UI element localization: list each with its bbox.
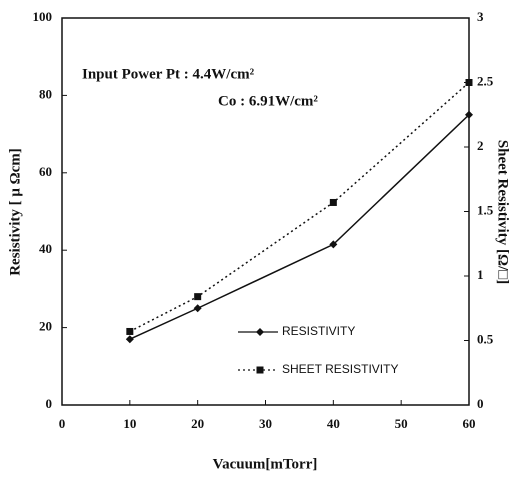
marker — [194, 293, 202, 301]
y2-tick-label: 0 — [477, 396, 484, 411]
marker — [126, 327, 134, 335]
x-tick-label: 20 — [191, 416, 204, 431]
marker — [193, 304, 202, 313]
x-tick-label: 60 — [463, 416, 476, 431]
y-tick-label: 40 — [39, 241, 52, 256]
y2-tick-label: 3 — [477, 9, 484, 24]
legend-marker — [256, 366, 264, 374]
y2-axis-title: Sheet Resistivity [Ω/□] — [495, 140, 511, 284]
marker — [465, 110, 473, 119]
series-line — [129, 81, 470, 333]
x-tick-label: 50 — [395, 416, 408, 431]
x-tick-label: 10 — [123, 416, 136, 431]
x-tick-label: 40 — [327, 416, 340, 431]
marker — [125, 335, 134, 344]
y2-tick-label: 0.5 — [477, 331, 494, 346]
y-tick-label: 100 — [33, 9, 53, 24]
legend-label: SHEET RESISTIVITY — [282, 362, 398, 376]
annotation: Co : 6.91W/cm² — [218, 93, 318, 109]
y2-tick-label: 1 — [477, 267, 484, 282]
marker — [329, 198, 337, 206]
x-tick-label: 30 — [259, 416, 272, 431]
y-axis-title: Resistivity [ μ Ωcm] — [7, 148, 23, 276]
marker — [465, 79, 473, 86]
y-tick-label: 80 — [39, 86, 52, 101]
y2-tick-label: 2.5 — [477, 73, 494, 88]
y2-tick-label: 2 — [477, 138, 484, 153]
y-tick-label: 20 — [39, 319, 52, 334]
y-tick-label: 60 — [39, 164, 52, 179]
x-tick-label: 0 — [59, 416, 66, 431]
y2-tick-label: 1.5 — [477, 202, 494, 217]
x-axis-title: Vacuum[mTorr] — [213, 456, 318, 472]
series-line — [129, 114, 470, 340]
y-tick-label: 0 — [46, 396, 53, 411]
legend-marker — [256, 328, 264, 336]
marker — [329, 240, 338, 249]
legend-label: RESISTIVITY — [282, 324, 355, 338]
annotation: Input Power Pt : 4.4W/cm² — [82, 66, 255, 82]
